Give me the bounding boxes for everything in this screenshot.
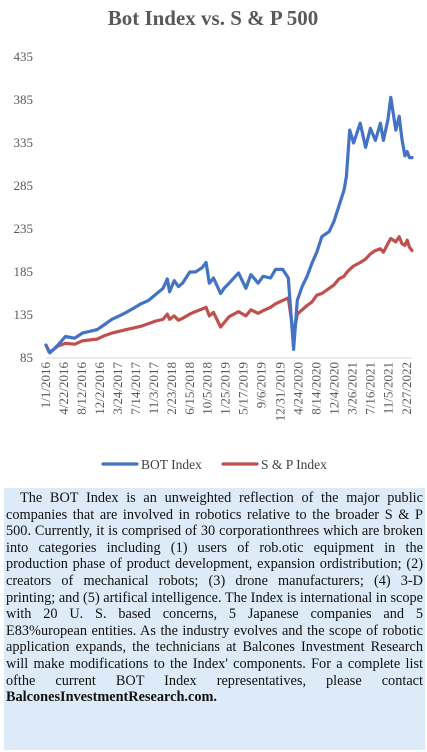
x-tick-label-6: 11/3/2017 xyxy=(146,362,161,415)
x-tick-label-11: 5/17/2019 xyxy=(236,362,251,415)
x-tick-label-13: 12/31/2019 xyxy=(272,362,287,421)
x-tick-label-14: 4/24/2020 xyxy=(291,362,306,415)
x-tick-label-0: 1/1/2016 xyxy=(38,362,53,409)
y-tick-label-2: 185 xyxy=(14,264,34,279)
x-tick-label-18: 7/16/2021 xyxy=(363,362,378,415)
y-tick-label-3: 235 xyxy=(14,221,34,236)
x-tick-label-10: 1/25/2019 xyxy=(218,362,233,415)
legend-sp-index: S & P Index xyxy=(221,457,327,472)
x-tick-label-15: 8/14/2020 xyxy=(309,362,324,415)
y-tick-label-5: 335 xyxy=(14,135,34,150)
series-layer xyxy=(44,95,414,355)
x-tick-label-2: 8/12/2016 xyxy=(74,362,89,415)
series-line-bot-index xyxy=(44,95,414,355)
series-line-sp-index xyxy=(44,235,414,354)
legend-bot-index-label: BOT Index xyxy=(141,457,202,472)
x-tick-label-1: 4/22/2016 xyxy=(56,362,71,415)
chart-title: Bot Index vs. S & P 500 xyxy=(108,6,319,30)
description-textbox: The BOT Index is an unweighted reflectio… xyxy=(4,488,425,750)
x-tick-label-5: 7/14/2017 xyxy=(128,362,143,415)
y-axis: 85 135 185 235 285 335 385 435 xyxy=(14,49,34,365)
description-paragraph: The BOT Index is an unweighted reflectio… xyxy=(6,490,423,689)
y-tick-label-6: 385 xyxy=(14,92,34,107)
legend-sp-index-label: S & P Index xyxy=(261,457,327,472)
legend-bot-index: BOT Index xyxy=(101,457,202,472)
contact-link-text: BalconesInvestmentResearch.com. xyxy=(6,689,217,706)
y-tick-label-0: 85 xyxy=(20,350,33,365)
x-tick-label-17: 3/26/2021 xyxy=(345,362,360,415)
x-tick-label-4: 3/24/2017 xyxy=(110,362,125,415)
x-tick-label-3: 12/2/2016 xyxy=(92,362,107,415)
y-tick-label-4: 285 xyxy=(14,178,34,193)
x-tick-label-19: 11/5/2021 xyxy=(381,362,396,414)
y-tick-label-7: 435 xyxy=(14,49,34,64)
x-tick-label-16: 12/4/2020 xyxy=(327,362,342,415)
y-tick-label-1: 135 xyxy=(14,307,34,322)
x-tick-label-8: 6/15/2018 xyxy=(182,362,197,415)
x-axis: 1/1/2016 4/22/2016 8/12/2016 12/2/2016 3/24/… xyxy=(38,357,414,421)
legend: BOT Index S & P Index xyxy=(101,457,327,472)
x-tick-label-20: 2/27/2022 xyxy=(399,362,414,415)
x-tick-label-7: 2/23/2018 xyxy=(164,362,179,415)
x-tick-label-12: 9/6/2019 xyxy=(254,362,269,408)
x-tick-label-9: 10/5/2018 xyxy=(200,362,215,415)
chart: Bot Index vs. S & P 500 85 135 185 235 285 33… xyxy=(14,6,414,472)
